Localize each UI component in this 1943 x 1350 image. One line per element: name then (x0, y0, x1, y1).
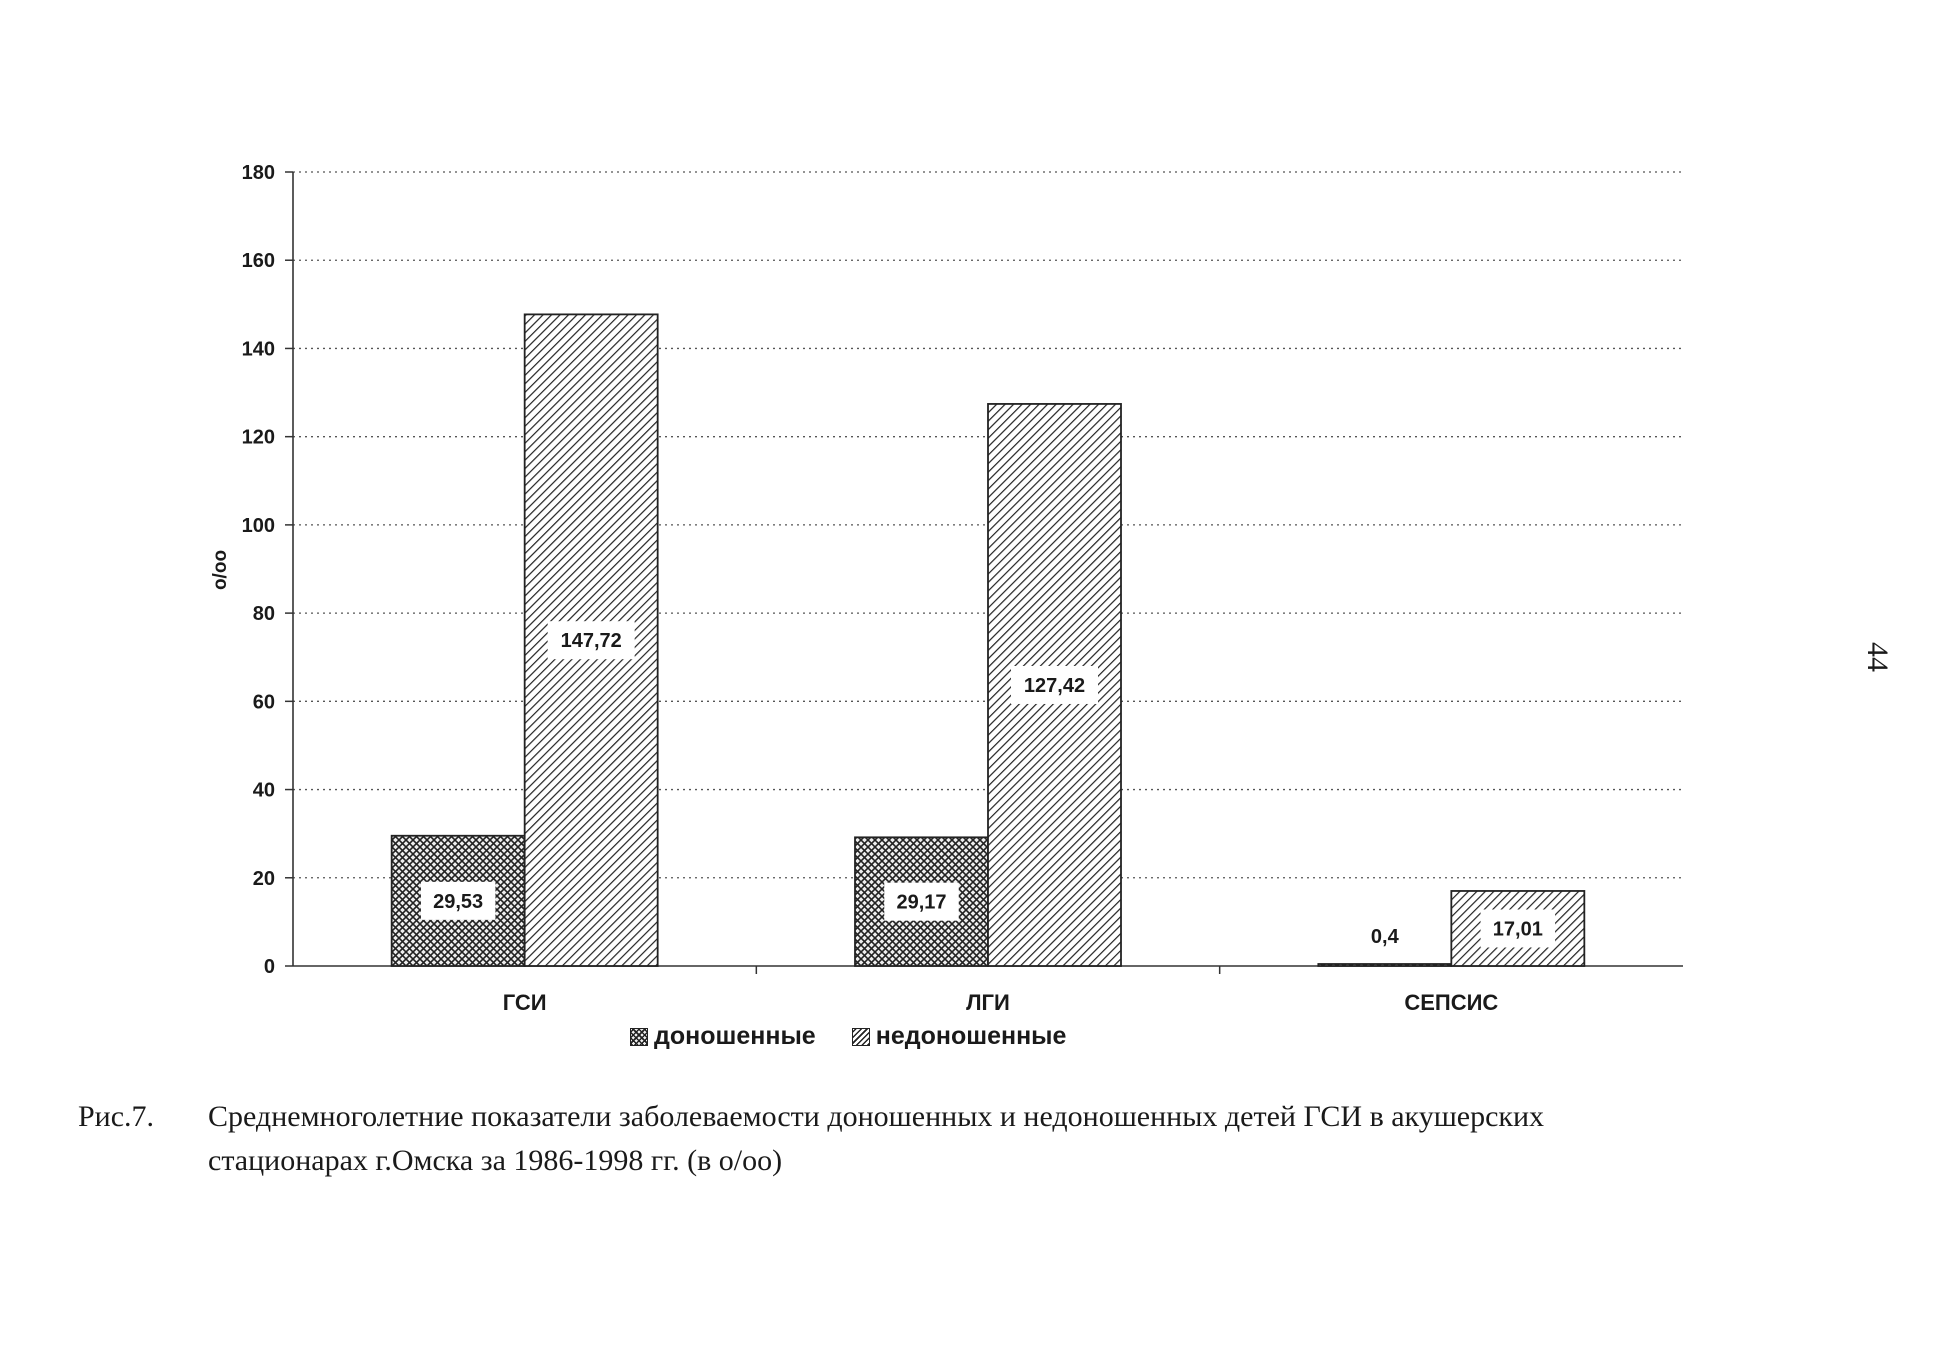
y-tick-label: 120 (242, 427, 275, 449)
value-label: 17,01 (1493, 918, 1543, 940)
y-axis-label: о/оо (210, 550, 231, 590)
value-label-box (547, 621, 635, 660)
value-label-box (1480, 909, 1556, 948)
labels: 0 20 40 60 80 100 120 140 160 180 29,53 147,72 ГСИ 29… (242, 162, 1556, 1015)
value-label: 0,4 (1371, 926, 1400, 948)
legend: доношенные недоношенные (630, 1022, 1066, 1051)
value-label: 147,72 (561, 630, 622, 652)
caption-number: Рис.7. (78, 1100, 155, 1133)
y-tick-label: 160 (242, 250, 275, 272)
y-tick-label: 180 (242, 162, 275, 184)
y-tick-label: 40 (253, 780, 275, 802)
value-label-box (1011, 665, 1098, 704)
value-label-box (420, 881, 496, 920)
value-label: 127,42 (1024, 675, 1085, 697)
legend-label: доношенные (654, 1022, 816, 1050)
legend-item-premature: недоношенные (851, 1022, 1067, 1051)
category-label: СЕПСИС (1404, 990, 1498, 1015)
value-label: 29,17 (896, 892, 946, 914)
page-number: 44 (1861, 642, 1894, 672)
legend-item-full-term: доношенные (630, 1022, 816, 1051)
value-label: 29,53 (433, 891, 483, 913)
category-label: ЛГИ (966, 990, 1010, 1015)
legend-label: недоношенные (875, 1022, 1067, 1050)
y-tick-label: 60 (253, 691, 275, 713)
value-label-box (884, 882, 959, 921)
category-label: ГСИ (503, 990, 547, 1015)
crosshatch-swatch-icon (630, 1027, 648, 1046)
diagonal-swatch-icon (851, 1027, 870, 1046)
caption-text: Среднемноголетние показатели заболеваемо… (208, 1100, 1545, 1177)
bar-full-term (1317, 963, 1453, 967)
y-tick-label: 100 (242, 515, 275, 537)
y-tick-label: 80 (253, 603, 275, 625)
grid-lines (293, 171, 1683, 879)
y-tick-label: 140 (242, 338, 275, 360)
y-tick-label: 20 (253, 868, 275, 890)
y-tick-label: 0 (264, 956, 275, 978)
